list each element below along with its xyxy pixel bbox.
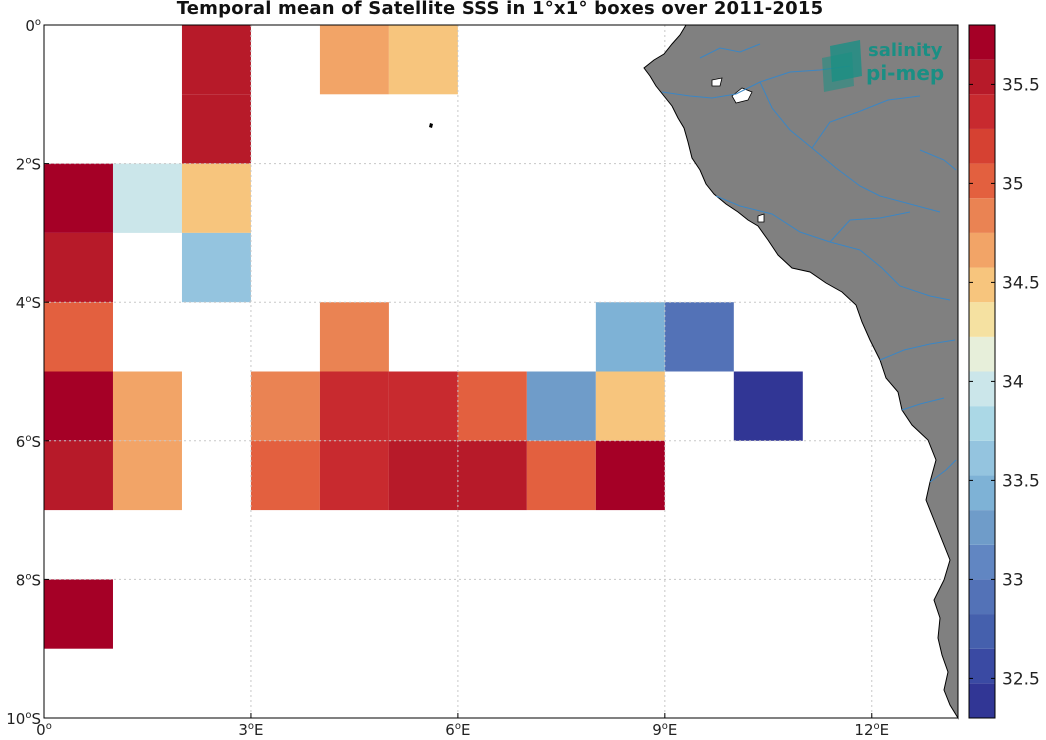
- lake-2: [711, 77, 723, 87]
- colorbar-bin: [969, 648, 995, 684]
- island: [429, 123, 433, 128]
- sss-cell: [112, 440, 182, 511]
- sss-cell: [44, 302, 113, 372]
- map-title: Temporal mean of Satellite SSS in 1°x1° …: [176, 0, 824, 19]
- colorbar-bin: [969, 25, 995, 60]
- colorbar-bins: [969, 25, 995, 718]
- sss-cell: [388, 440, 458, 511]
- colorbar-bin: [969, 510, 995, 545]
- sss-cell: [44, 371, 113, 441]
- y-tick-label: 6oS: [16, 433, 41, 451]
- sss-cell: [44, 579, 113, 649]
- colorbar-bin: [969, 59, 995, 95]
- sss-cell: [181, 232, 251, 303]
- sss-cell: [112, 163, 182, 233]
- colorbar-bin: [969, 128, 995, 164]
- colorbar-bin: [969, 198, 995, 233]
- sss-cell: [181, 94, 251, 164]
- salinity-pi-mep-logo: salinity pi-mep: [822, 40, 944, 92]
- colorbar-bin: [969, 579, 995, 615]
- sss-cell: [319, 302, 389, 372]
- sss-cell: [388, 25, 458, 95]
- colorbar-bin: [969, 683, 995, 718]
- sss-cell: [319, 25, 389, 95]
- y-tick-label: 0o: [25, 17, 41, 35]
- colorbar-bin: [969, 475, 995, 511]
- colorbar-bin: [969, 302, 995, 337]
- x-tick-label: 6oE: [445, 721, 470, 739]
- sss-cell: [526, 440, 596, 511]
- sss-cell: [319, 371, 389, 441]
- sss-cell: [388, 371, 458, 441]
- colorbar-ticks: 32.5 33 33.5 34 34.5 35 35.5: [969, 75, 1040, 689]
- colorbar-bin: [969, 371, 995, 407]
- colorbar-bin: [969, 94, 995, 129]
- colorbar-bin: [969, 336, 995, 372]
- x-tick-label: 3oE: [238, 721, 263, 739]
- sss-cell: [595, 302, 665, 372]
- river-line: [929, 459, 957, 483]
- rivers: [661, 43, 957, 483]
- sss-cell: [457, 440, 527, 511]
- y-tick-label: 2oS: [16, 156, 41, 174]
- y-tick-label: 4oS: [16, 294, 41, 312]
- plot-frame: [43, 24, 959, 719]
- river-line: [859, 249, 951, 301]
- colorbar-tick-label: 35.5: [1002, 75, 1040, 95]
- colorbar-bin: [969, 267, 995, 303]
- sss-cell: [181, 163, 251, 233]
- lake-3: [757, 213, 765, 223]
- sss-cell: [319, 440, 389, 511]
- colorbar-tick-label: 33: [1002, 570, 1024, 590]
- colorbar-bin: [969, 614, 995, 649]
- colorbar-bin: [969, 163, 995, 199]
- sss-cell: [44, 232, 113, 303]
- colorbar-bin: [969, 440, 995, 476]
- colorbar-bin: [969, 406, 995, 441]
- x-tick-label: 12oE: [854, 721, 889, 739]
- sss-cell: [44, 440, 113, 511]
- sss-cells: [44, 25, 803, 649]
- sss-cell: [595, 371, 665, 441]
- lake-1: [731, 87, 753, 104]
- logo-text-salinity: salinity: [868, 40, 943, 61]
- river-line: [879, 339, 956, 361]
- river-line: [901, 397, 945, 411]
- axes: 0o 3oE 6oE 9oE 12oE 0o 2oS 4oS 6oS 8oS 10oS: [6, 17, 959, 739]
- x-tick-label: 0o: [36, 721, 52, 739]
- colorbar-tick-label: 34: [1002, 372, 1024, 392]
- river-line: [661, 65, 851, 99]
- colorbar-tick-label: 35: [1002, 174, 1024, 194]
- sss-cell: [250, 371, 320, 441]
- y-tick-label: 8oS: [16, 571, 41, 589]
- sss-cell: [457, 371, 527, 441]
- sss-cell: [44, 163, 113, 233]
- colorbar-tick-label: 33.5: [1002, 471, 1040, 491]
- x-tick-label: 9oE: [652, 721, 677, 739]
- colorbar-frame: [968, 24, 996, 719]
- sss-cell: [181, 25, 251, 95]
- colorbar-bin: [969, 232, 995, 268]
- sss-cell: [595, 440, 665, 511]
- y-tick-label: 10oS: [6, 710, 41, 728]
- river-line: [715, 195, 861, 251]
- river-line: [919, 149, 957, 171]
- river-line: [759, 81, 941, 213]
- colorbar-tick-label: 34.5: [1002, 273, 1040, 293]
- river-line: [699, 43, 761, 59]
- sss-cell: [733, 371, 803, 441]
- sss-cell: [112, 371, 182, 441]
- logo-text-pimep: pi-mep: [866, 61, 944, 85]
- colorbar-tick-label: 32.5: [1002, 669, 1040, 689]
- sss-cell: [526, 371, 596, 441]
- sss-cell: [664, 302, 734, 372]
- river-line: [811, 95, 921, 149]
- river-line: [829, 211, 911, 243]
- colorbar-bin: [969, 544, 995, 580]
- sss-cell: [250, 440, 320, 511]
